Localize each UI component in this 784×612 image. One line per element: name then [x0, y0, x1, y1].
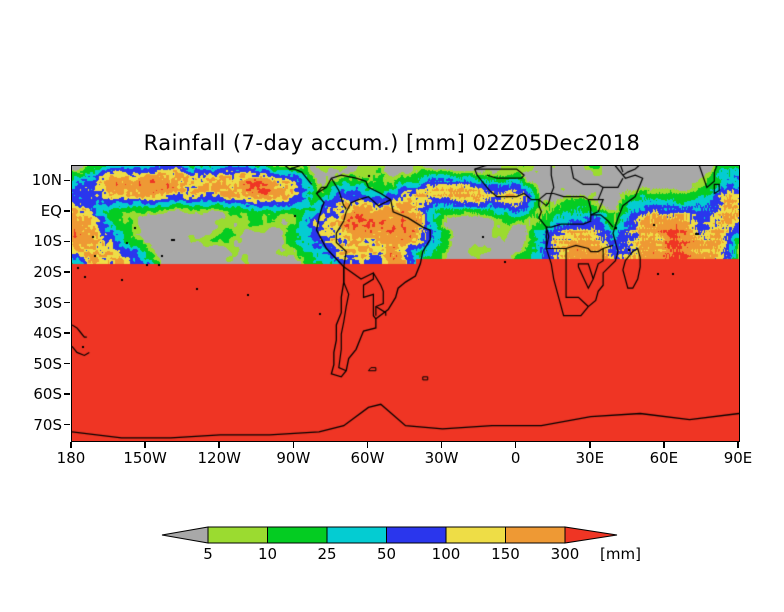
- y-tick-mark: [64, 423, 70, 426]
- colorbar-swatches: [161, 526, 618, 544]
- x-tick-mark: [589, 442, 591, 448]
- x-tick-mark: [218, 442, 220, 448]
- y-tick-label: 40S: [33, 324, 62, 343]
- colorbar-tick-label: 25: [317, 545, 337, 563]
- x-tick-mark: [70, 442, 72, 448]
- y-tick-label: 60S: [33, 385, 62, 404]
- colorbar: [mm] 5 10 25 50 100 150 300: [160, 524, 641, 570]
- colorbar-tick-label: 100: [431, 545, 461, 563]
- y-tick-mark: [64, 332, 70, 334]
- x-tick-label: 30E: [575, 449, 605, 467]
- y-tick-mark: [64, 362, 70, 365]
- x-tick-label: 60W: [350, 449, 385, 467]
- colorbar-units-label: [mm]: [600, 545, 641, 563]
- rainfall-heatmap-canvas: [72, 166, 739, 441]
- colorbar-swatch: [386, 526, 447, 544]
- colorbar-swatch: [207, 526, 268, 544]
- y-tick-label: 70S: [33, 415, 62, 434]
- y-tick-label: 30S: [33, 293, 62, 312]
- x-tick-mark: [514, 442, 517, 448]
- x-tick-mark: [737, 442, 739, 448]
- colorbar-extend-high-arrow: [564, 526, 618, 544]
- x-tick-label: 90E: [723, 449, 753, 467]
- colorbar-swatch: [445, 526, 506, 544]
- y-tick-mark: [64, 210, 70, 212]
- x-tick-label: 30W: [424, 449, 459, 467]
- colorbar-extend-low-arrow: [161, 526, 209, 544]
- colorbar-tick-label: 10: [257, 545, 278, 563]
- colorbar-swatch: [326, 526, 387, 544]
- colorbar-swatch: [505, 526, 566, 544]
- map-plot-area: [71, 165, 740, 442]
- y-tick-label: 10S: [33, 232, 62, 251]
- y-tick-mark: [64, 179, 70, 182]
- y-tick-label: 20S: [33, 262, 62, 281]
- x-tick-label: 90W: [276, 449, 311, 467]
- x-tick-label: 180: [56, 449, 86, 467]
- y-tick-mark: [64, 301, 70, 304]
- colorbar-tick-label: 300: [550, 545, 580, 563]
- x-tick-label: 150W: [123, 449, 167, 467]
- x-tick-mark: [440, 442, 443, 448]
- x-tick-label: 0: [510, 449, 521, 467]
- colorbar-tick-label: 5: [203, 545, 213, 563]
- y-tick-mark: [64, 271, 70, 273]
- colorbar-tick-label: 50: [376, 545, 397, 563]
- colorbar-tick-label: 150: [491, 545, 520, 563]
- x-tick-label: 120W: [197, 449, 241, 467]
- x-tick-label: 60E: [649, 449, 679, 467]
- x-tick-mark: [366, 442, 369, 448]
- y-tick-label: 10N: [31, 171, 62, 190]
- y-tick-label: 50S: [33, 354, 62, 373]
- y-tick-mark: [64, 393, 70, 395]
- x-tick-mark: [144, 442, 146, 448]
- x-tick-mark: [663, 442, 665, 448]
- y-tick-label: EQ: [40, 201, 62, 220]
- y-tick-mark: [64, 240, 70, 243]
- colorbar-swatch: [267, 526, 328, 544]
- page-title: Rainfall (7-day accum.) [mm] 02Z05Dec201…: [143, 131, 641, 155]
- x-tick-mark: [292, 442, 295, 448]
